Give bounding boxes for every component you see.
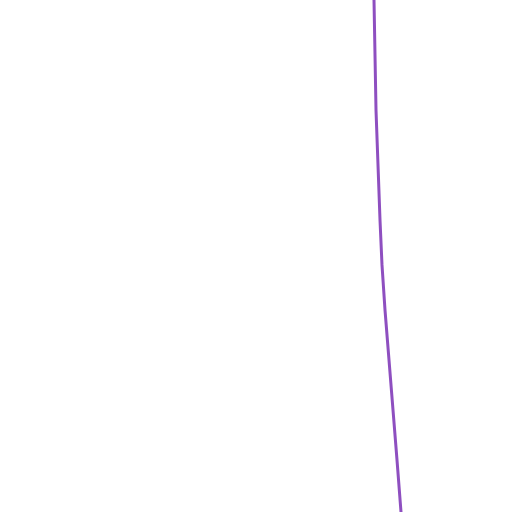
curve-line <box>372 0 403 512</box>
